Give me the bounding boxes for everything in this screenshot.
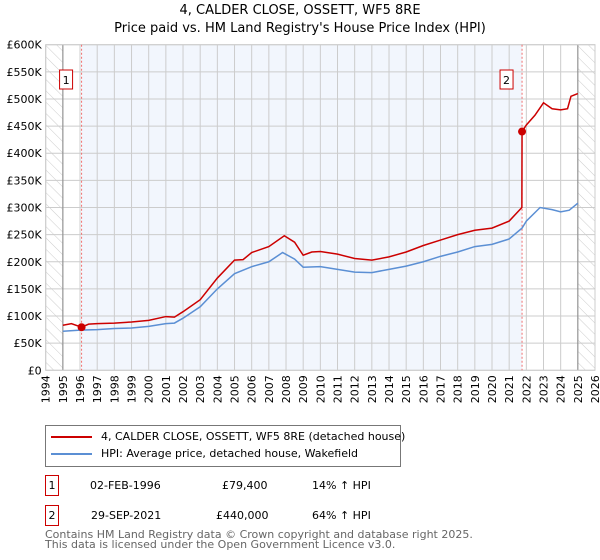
x-tick-label: 2011 — [332, 375, 345, 403]
legend-line-red — [51, 436, 92, 438]
y-tick-label: £100K — [6, 310, 42, 323]
y-tick-label: £150K — [6, 283, 42, 296]
sale-hpi-change: 14% ↑ HPI — [312, 479, 371, 492]
footer-copyright: Contains HM Land Registry data © Crown c… — [45, 528, 473, 541]
x-tick-label: 1998 — [108, 375, 121, 403]
x-tick-label: 2020 — [486, 375, 499, 403]
sale-hpi-change: 64% ↑ HPI — [312, 509, 371, 522]
y-tick-label: £550K — [6, 66, 42, 79]
x-tick-label: 2003 — [194, 375, 207, 403]
x-tick-label: 2026 — [589, 375, 600, 403]
x-tick-label: 2010 — [314, 375, 327, 403]
sale-label: 2 — [503, 74, 510, 87]
x-tick-label: 2006 — [246, 375, 259, 403]
sale-price: £79,400 — [222, 479, 268, 492]
sale-label-box — [59, 69, 74, 90]
x-tick-label: 2012 — [349, 375, 362, 403]
y-tick-label: £200K — [6, 256, 42, 269]
sale-marker-badge: 2 — [45, 505, 59, 526]
legend: 4, CALDER CLOSE, OSSETT, WF5 8RE (detach… — [45, 425, 405, 467]
sale-point — [77, 323, 86, 332]
x-tick-label: 2009 — [297, 375, 310, 403]
x-tick-label: 2000 — [143, 375, 156, 403]
property-series-line — [62, 92, 579, 329]
legend-line-blue — [51, 453, 92, 455]
x-tick-label: 1997 — [91, 375, 104, 403]
x-tick-label: 1999 — [126, 375, 139, 403]
hpi-series-line — [62, 202, 579, 332]
y-tick-label: £600K — [6, 39, 42, 52]
title-line: 4, CALDER CLOSE, OSSETT, WF5 8RE — [179, 3, 421, 18]
y-tick-label: £350K — [6, 174, 42, 187]
x-tick-label: 2001 — [160, 375, 173, 403]
sale-row: 2 29-SEP-2021 £440,000 64% ↑ HPI — [45, 505, 445, 527]
x-tick-label: 2018 — [452, 375, 465, 403]
x-tick-label: 2023 — [538, 375, 551, 403]
sale-row: 1 02-FEB-1996 £79,400 14% ↑ HPI — [45, 475, 445, 497]
x-tick-label: 2008 — [280, 375, 293, 403]
y-tick-label: £0 — [28, 364, 42, 377]
price-chart: 1994 1995 1996 1997 1998 1999 2000 2001 2002 2003… — [6, 39, 600, 404]
sale-marker-badge: 1 — [45, 475, 59, 496]
sale-date: 02-FEB-1996 — [90, 479, 161, 492]
x-tick-label: 2007 — [263, 375, 276, 403]
x-tick-label: 2016 — [417, 375, 430, 403]
sale-price: £440,000 — [216, 509, 269, 522]
chart-title: 4, CALDER CLOSE, OSSETT, WF5 8RE Price p… — [0, 2, 600, 38]
x-tick-label: 2014 — [383, 375, 396, 403]
x-tick-label: 1996 — [74, 375, 87, 403]
sale-date: 29-SEP-2021 — [91, 509, 162, 522]
sale-point — [518, 127, 527, 136]
x-tick-label: 2019 — [469, 375, 482, 403]
y-tick-label: £400K — [6, 147, 42, 160]
sale-label-box — [499, 69, 514, 90]
y-tick-label: £250K — [6, 229, 42, 242]
subtitle-line: Price paid vs. HM Land Registry's House … — [114, 21, 486, 36]
x-tick-label: 2002 — [177, 375, 190, 403]
x-tick-label: 2024 — [555, 375, 568, 403]
x-tick-label: 2025 — [572, 375, 585, 403]
y-tick-label: £450K — [6, 120, 42, 133]
legend-label: HPI: Average price, detached house, Wake… — [101, 447, 359, 460]
x-tick-label: 1994 — [40, 375, 53, 403]
x-tick-label: 2004 — [211, 375, 224, 403]
x-tick-label: 2022 — [520, 375, 533, 403]
y-tick-label: £50K — [13, 337, 42, 350]
x-tick-label: 2005 — [229, 375, 242, 403]
y-tick-label: £500K — [6, 93, 42, 106]
sale-label: 1 — [63, 74, 70, 87]
x-tick-label: 2017 — [435, 375, 448, 403]
legend-label: 4, CALDER CLOSE, OSSETT, WF5 8RE (detach… — [101, 430, 406, 443]
footer-licence: This data is licensed under the Open Gov… — [45, 538, 396, 551]
plot-frame — [45, 44, 596, 371]
x-tick-label: 2013 — [366, 375, 379, 403]
x-tick-label: 2015 — [400, 375, 413, 403]
x-tick-label: 2021 — [503, 375, 516, 403]
footer: Contains HM Land Registry data © Crown c… — [45, 528, 473, 551]
x-tick-label: 1995 — [57, 375, 70, 403]
y-tick-label: £300K — [6, 202, 42, 215]
